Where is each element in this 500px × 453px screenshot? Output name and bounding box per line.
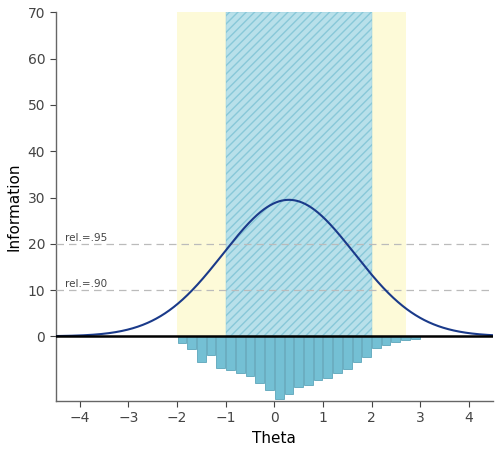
Bar: [236, 336, 244, 373]
Bar: [188, 336, 196, 349]
Bar: [343, 336, 351, 369]
Text: rel.=.90: rel.=.90: [66, 279, 108, 289]
Bar: [372, 12, 406, 336]
Bar: [265, 336, 274, 390]
Bar: [177, 12, 226, 336]
Bar: [392, 336, 400, 342]
Bar: [178, 336, 186, 343]
Bar: [372, 336, 381, 348]
Bar: [284, 336, 294, 394]
Bar: [304, 336, 312, 385]
Bar: [362, 336, 371, 357]
Bar: [256, 336, 264, 383]
Bar: [197, 336, 206, 362]
Bar: [216, 336, 225, 368]
Bar: [294, 336, 303, 387]
X-axis label: Theta: Theta: [252, 431, 296, 446]
Bar: [333, 336, 342, 373]
Text: rel.=.95: rel.=.95: [66, 233, 108, 243]
Bar: [352, 336, 362, 362]
Bar: [226, 336, 235, 370]
Bar: [382, 336, 390, 345]
Bar: [411, 336, 420, 339]
Bar: [226, 12, 372, 336]
Bar: [246, 336, 254, 376]
Bar: [401, 336, 410, 340]
Bar: [324, 336, 332, 378]
Bar: [314, 336, 322, 380]
Y-axis label: Information: Information: [7, 163, 22, 251]
Bar: [275, 336, 283, 399]
Bar: [206, 336, 216, 355]
